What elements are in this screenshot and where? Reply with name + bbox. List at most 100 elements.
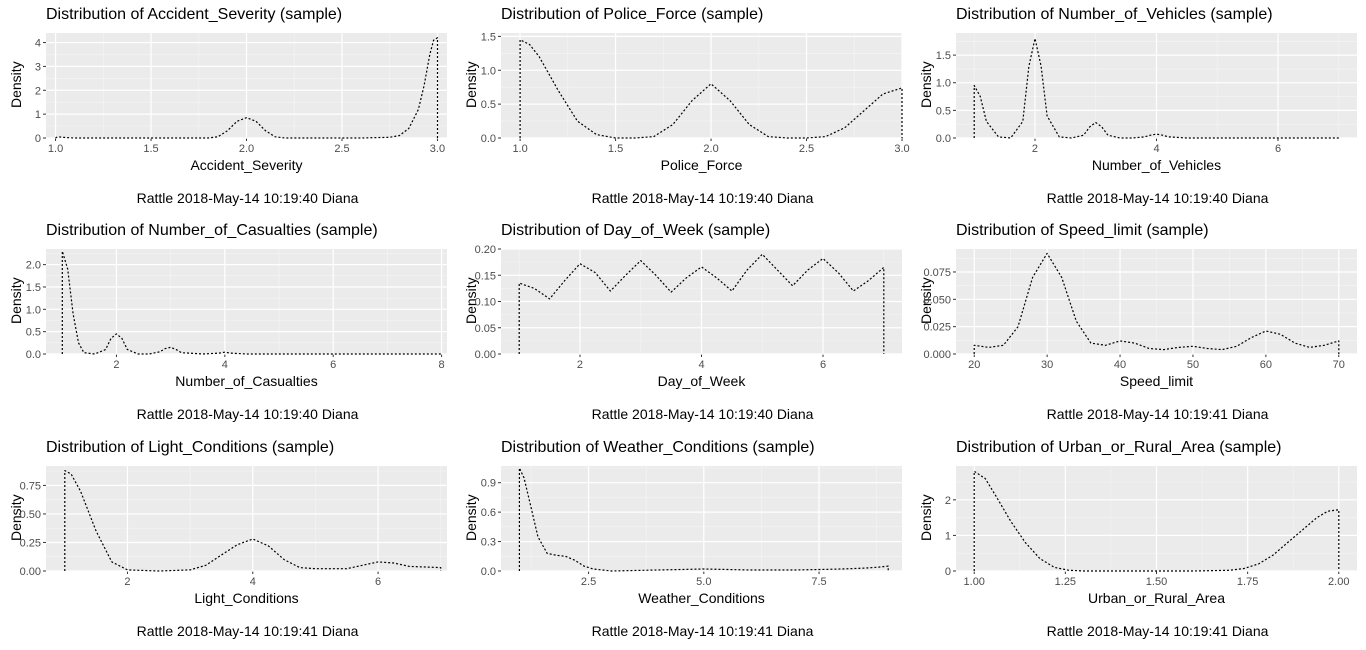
x-axis-label: Number_of_Vehicles (1091, 157, 1222, 173)
chart-panel-7: Distribution of Light_Conditions (sample… (0, 433, 455, 649)
x-tick-label: 30 (1041, 359, 1053, 371)
footer-text: Rattle 2018-May-14 10:19:41 Diana (1046, 623, 1269, 639)
x-tick-label: 6 (330, 359, 336, 371)
x-tick-label: 1.75 (1237, 576, 1258, 588)
x-tick-label: 2.0 (703, 143, 718, 155)
plot-area: 2 4 6 8 0.0 0.5 1.0 1.5 2.0 (26, 249, 447, 371)
footer-text: Rattle 2018-May-14 10:19:41 Diana (591, 623, 814, 639)
chart-panel-3: Distribution of Number_of_Vehicles (samp… (910, 0, 1365, 216)
x-tick-label: 1.5 (143, 143, 158, 155)
footer-text: Rattle 2018-May-14 10:19:40 Diana (1046, 190, 1269, 206)
y-tick-label: 0.0 (481, 566, 496, 578)
y-tick-label: 0.00 (20, 566, 41, 578)
plot-background (501, 466, 902, 571)
x-tick-label: 1.00 (964, 576, 985, 588)
plot-area: 1.00 1.25 1.50 1.75 2.00 0 1 2 (945, 466, 1357, 588)
x-tick-label: 2 (1032, 143, 1038, 155)
chart-panel-8: Distribution of Weather_Conditions (samp… (455, 433, 910, 649)
x-tick-label: 1.5 (608, 143, 623, 155)
x-tick-label: 1.50 (1146, 576, 1167, 588)
y-tick-label: 0.000 (923, 349, 951, 361)
plot-area: 2 4 6 0.0 0.5 1.0 1.5 (936, 33, 1357, 155)
density-curve (55, 37, 439, 139)
plot-background (46, 466, 447, 571)
x-axis-label: Accident_Severity (190, 157, 303, 173)
chart-title: Distribution of Weather_Conditions (samp… (501, 439, 815, 456)
chart-title: Distribution of Day_of_Week (sample) (501, 222, 771, 239)
plot-area: 2.5 5.0 7.5 0.0 0.3 0.6 0.9 (481, 466, 902, 588)
x-tick-label: 40 (1114, 359, 1126, 371)
plot-area: 2 4 6 0.00 0.25 0.50 0.75 (20, 466, 447, 588)
y-tick-label: 2.0 (26, 260, 41, 272)
x-tick-label: 2 (124, 576, 130, 588)
x-tick-label: 6 (1275, 143, 1281, 155)
x-axis-label: Speed_limit (1119, 373, 1194, 389)
y-tick-label: 0.25 (20, 537, 41, 549)
y-tick-label: 1 (945, 530, 951, 542)
x-tick-label: 60 (1260, 359, 1272, 371)
density-curve (61, 250, 442, 355)
chart-panel-1: Distribution of Accident_Severity (sampl… (0, 0, 455, 216)
footer-text: Rattle 2018-May-14 10:19:40 Diana (591, 406, 814, 422)
y-tick-label: 0.00 (475, 349, 496, 361)
x-tick-label: 2 (577, 359, 583, 371)
x-axis-label: Light_Conditions (194, 590, 299, 606)
density-curve (973, 470, 1340, 572)
y-tick-label: 0.025 (923, 322, 951, 334)
y-tick-label: 0.05 (475, 323, 496, 335)
footer-text: Rattle 2018-May-14 10:19:40 Diana (136, 406, 359, 422)
chart-title: Distribution of Urban_or_Rural_Area (sam… (956, 439, 1282, 456)
y-tick-label: 0 (945, 566, 951, 578)
x-axis-label: Police_Force (660, 157, 743, 173)
y-tick-label: 0.3 (481, 537, 496, 549)
y-tick-label: 0.50 (20, 509, 41, 521)
plot-area: 20 30 40 50 60 70 0.000 0.025 0.050 0.075 (923, 249, 1357, 371)
y-tick-label: 0.6 (481, 507, 496, 519)
y-tick-label: 1.0 (26, 304, 41, 316)
y-tick-label: 0.0 (936, 133, 951, 145)
density-curve (973, 252, 1340, 354)
y-tick-label: 0.9 (481, 478, 496, 490)
y-tick-label: 3 (35, 61, 41, 73)
y-tick-label: 4 (35, 38, 41, 50)
x-tick-label: 70 (1333, 359, 1345, 371)
chart-panel-2: Distribution of Police_Force (sample) Den… (455, 0, 910, 216)
x-tick-label: 4 (222, 359, 228, 371)
y-tick-label: 0.10 (475, 297, 496, 309)
density-curve (64, 469, 442, 572)
footer-text: Rattle 2018-May-14 10:19:40 Diana (136, 190, 359, 206)
chart-title: Distribution of Number_of_Vehicles (samp… (956, 6, 1273, 23)
y-tick-label: 0.75 (20, 480, 41, 492)
x-tick-label: 50 (1187, 359, 1199, 371)
x-tick-label: 4 (1153, 143, 1159, 155)
x-axis-label: Day_of_Week (657, 373, 746, 389)
x-tick-label: 2.0 (239, 143, 254, 155)
y-tick-label: 0.0 (26, 349, 41, 361)
chart-panel-9: Distribution of Urban_or_Rural_Area (sam… (910, 433, 1365, 649)
x-tick-label: 2.5 (799, 143, 814, 155)
chart-panel-6: Distribution of Speed_limit (sample) Dens… (910, 216, 1365, 432)
x-tick-label: 6 (820, 359, 826, 371)
chart-panel-5: Distribution of Day_of_Week (sample) Dens… (455, 216, 910, 432)
y-tick-label: 2 (35, 85, 41, 97)
x-tick-label: 8 (439, 359, 445, 371)
y-tick-label: 0.050 (923, 294, 951, 306)
chart-title: Distribution of Police_Force (sample) (501, 6, 764, 23)
x-axis-label: Number_of_Casualties (175, 373, 318, 389)
x-tick-label: 4 (698, 359, 704, 371)
x-tick-label: 5.0 (696, 576, 711, 588)
x-axis-label: Weather_Conditions (638, 590, 765, 606)
plot-area: 2 4 6 0.00 0.05 0.10 0.15 0.20 (475, 244, 902, 371)
x-tick-label: 2.00 (1328, 576, 1349, 588)
footer-text: Rattle 2018-May-14 10:19:40 Diana (591, 190, 814, 206)
y-tick-label: 0 (35, 133, 41, 145)
chart-title: Distribution of Speed_limit (sample) (956, 222, 1209, 239)
y-tick-label: 0.15 (475, 270, 496, 282)
x-tick-label: 7.5 (811, 576, 826, 588)
y-tick-label: 0.5 (481, 99, 496, 111)
x-tick-label: 1.0 (512, 143, 527, 155)
y-tick-label: 0.5 (936, 105, 951, 117)
x-tick-label: 2.5 (581, 576, 596, 588)
x-tick-label: 4 (250, 576, 256, 588)
